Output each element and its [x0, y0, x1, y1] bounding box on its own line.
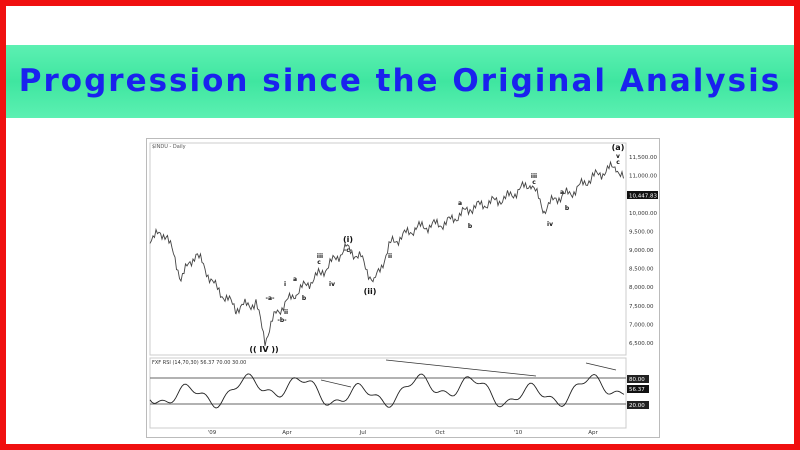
wave-label: ii — [284, 309, 288, 316]
wave-label: b — [468, 223, 473, 230]
wave-label: c — [317, 259, 321, 266]
last-price-box — [627, 191, 658, 199]
divergence-line — [385, 359, 537, 377]
wave-label: b — [565, 205, 570, 212]
rsi-axis-box — [627, 385, 649, 393]
rsi-line — [149, 373, 625, 409]
price-axis-label: 11,500.00 — [629, 155, 657, 161]
wave-label: ii — [388, 253, 392, 260]
rsi-axis-box — [627, 375, 649, 383]
wave-label: i — [284, 281, 286, 288]
time-axis-label: Jul — [359, 430, 367, 436]
wave-label: b — [302, 295, 307, 302]
wave-label: -b- — [277, 317, 287, 324]
wave-label: a — [458, 200, 462, 207]
price-axis-label: 7,000.00 — [629, 322, 654, 328]
time-axis-label: Apr — [282, 430, 292, 436]
wave-label: iii — [317, 253, 323, 260]
wave-label: a — [560, 189, 564, 196]
wave-label: c — [532, 179, 536, 186]
slide-title: Progression since the Original Analysis — [18, 63, 782, 99]
wave-label: iv — [547, 221, 553, 228]
price-axis-label: 11,000.00 — [629, 174, 657, 180]
wave-label: c — [616, 159, 620, 166]
divergence-line — [585, 362, 617, 371]
price-axis-label: 9,500.00 — [629, 229, 654, 235]
price-axis-label: 8,000.00 — [629, 285, 654, 291]
wave-label: (a) — [612, 143, 625, 152]
wave-label: -a- — [265, 295, 275, 302]
title-band: Progression since the Original Analysis — [6, 45, 794, 118]
time-axis-label: Oct — [435, 430, 445, 436]
wave-label: -c- — [344, 247, 353, 254]
rsi-panel — [149, 357, 627, 429]
rsi-axis-label: 56.37 — [629, 387, 645, 393]
wave-label: a — [293, 276, 297, 283]
wave-label: iii — [531, 173, 537, 180]
price-axis-label: 9,000.00 — [629, 248, 654, 254]
wave-label: (i) — [343, 235, 353, 244]
price-line — [149, 160, 624, 347]
divergence-line — [320, 379, 352, 388]
wave-label: (ii) — [364, 287, 377, 296]
chart-heading: $INDU - Daily — [152, 144, 186, 150]
rsi-label: FXF RSI (14,70,30) 56.37 70.00 30.00 — [152, 360, 246, 366]
price-axis-label: 6,500.00 — [629, 341, 654, 347]
time-axis-label: Apr — [588, 430, 598, 436]
time-axis-label: '09 — [208, 430, 217, 436]
price-axis-label: 7,500.00 — [629, 304, 654, 310]
price-axis-label: 8,500.00 — [629, 267, 654, 273]
price-axis-label: 10,000.00 — [629, 211, 657, 217]
rsi-axis-box — [627, 401, 649, 409]
time-axis-label: '10 — [514, 430, 523, 436]
last-price: 10,447.83 — [629, 194, 657, 200]
rsi-axis-label: 20.00 — [629, 403, 645, 409]
chart-image: $INDU - Daily FXF RSI (14,70,30) 56.37 7… — [146, 138, 660, 438]
wave-label: (( IV )) — [249, 345, 278, 354]
rsi-axis-label: 80.00 — [629, 377, 645, 383]
wave-label: v — [616, 153, 620, 160]
wave-label: iv — [329, 281, 335, 288]
price-panel — [149, 142, 627, 356]
